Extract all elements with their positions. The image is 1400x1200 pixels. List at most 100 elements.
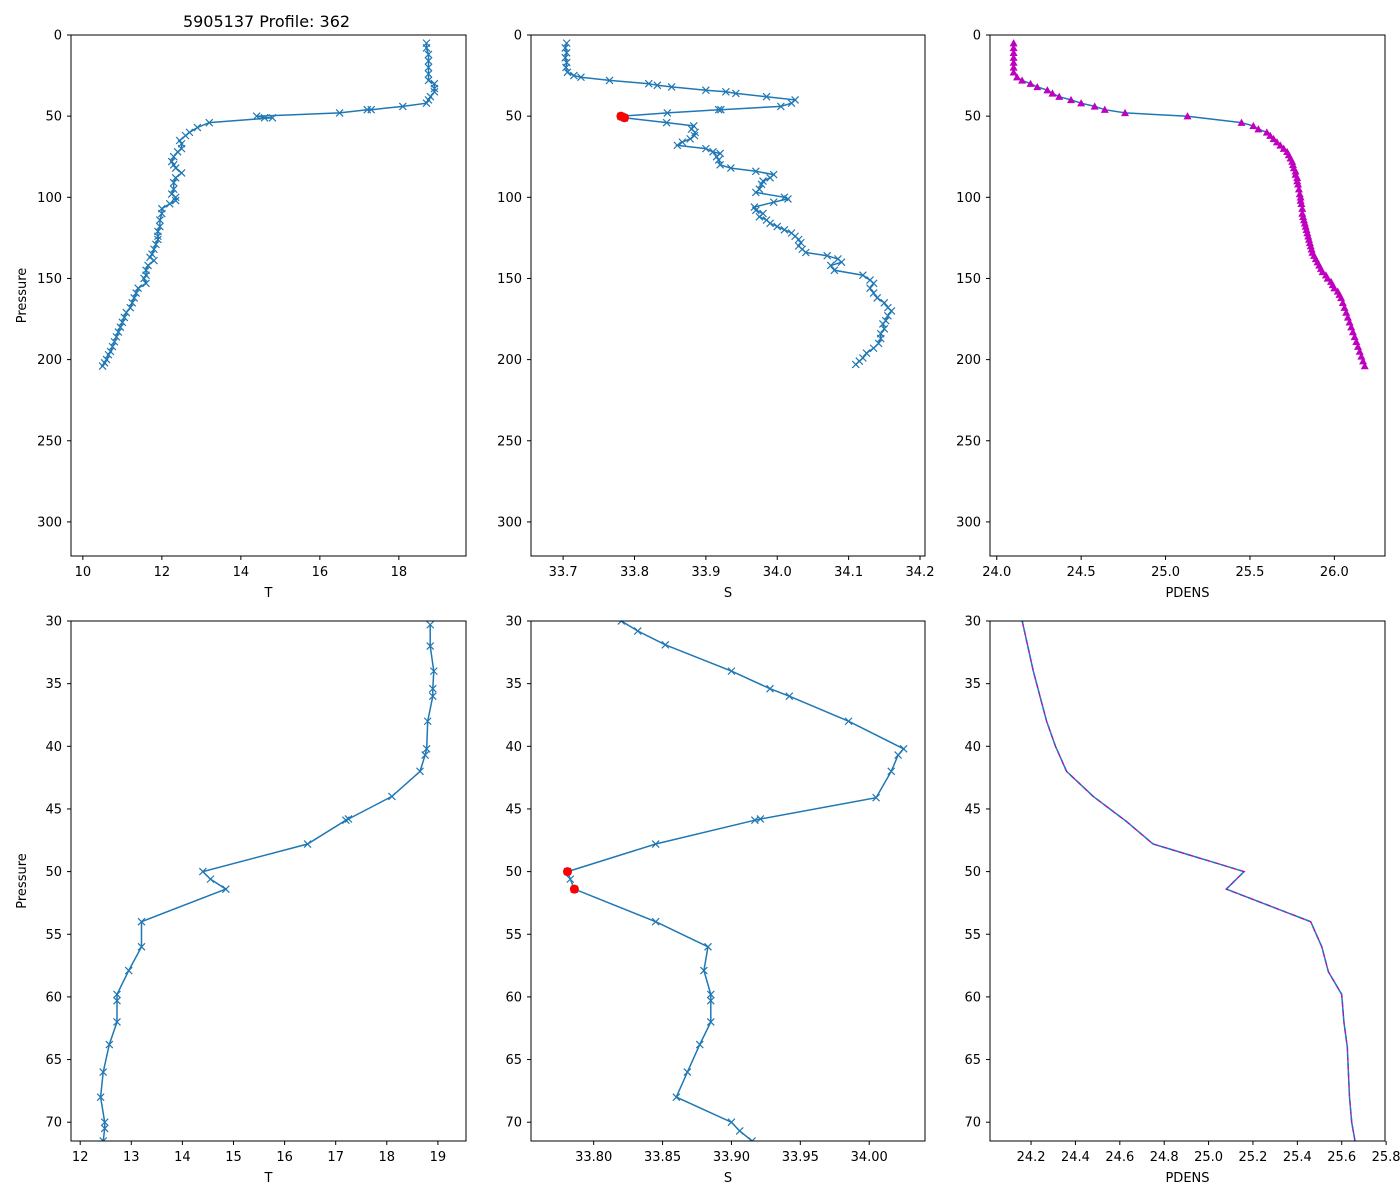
axes-frame bbox=[530, 34, 926, 557]
data-point bbox=[96, 1093, 105, 1102]
data-point bbox=[99, 1068, 108, 1077]
data-point bbox=[695, 1040, 704, 1049]
data-point bbox=[644, 79, 653, 88]
data-point bbox=[873, 294, 882, 302]
data-point bbox=[150, 256, 158, 265]
data-point bbox=[823, 251, 832, 260]
data-point bbox=[1347, 323, 1356, 331]
data-point bbox=[721, 87, 730, 96]
y-tick-label: 0 bbox=[514, 29, 522, 44]
y-tick-label: 35 bbox=[505, 677, 522, 692]
y-tick-label: 0 bbox=[54, 29, 62, 44]
data-point bbox=[1294, 180, 1303, 188]
data-point bbox=[1100, 105, 1109, 113]
data-point bbox=[116, 323, 125, 332]
y-tick-label: 300 bbox=[497, 515, 522, 530]
data-point bbox=[113, 996, 121, 1005]
y-tick-label: 50 bbox=[505, 110, 522, 125]
data-point bbox=[1297, 199, 1306, 207]
data-point bbox=[132, 289, 141, 297]
panel-bottom-temperature: 12 13 14 15 16 17 18 19 30 35 40 45 50 55 60 65 70 T Press… bbox=[15, 615, 467, 1186]
data-point bbox=[706, 990, 715, 999]
data-point bbox=[699, 966, 708, 975]
data-point bbox=[424, 76, 433, 85]
data-point bbox=[872, 793, 881, 802]
y-tick-label: 100 bbox=[37, 191, 62, 206]
data-point bbox=[678, 138, 687, 147]
plot-area bbox=[563, 621, 908, 1141]
data-point bbox=[701, 144, 710, 153]
data-point bbox=[1262, 128, 1271, 136]
x-axis-label: PDENS bbox=[1165, 586, 1209, 601]
data-point bbox=[726, 164, 735, 173]
data-point bbox=[706, 996, 715, 1005]
data-point bbox=[686, 134, 695, 143]
chart-title: 5905137 Profile: 362 bbox=[183, 12, 350, 31]
data-point bbox=[605, 76, 614, 85]
data-point bbox=[663, 108, 672, 117]
y-tick-label: 150 bbox=[37, 272, 62, 287]
data-point bbox=[1272, 138, 1281, 146]
data-point bbox=[561, 53, 570, 62]
data-point bbox=[424, 57, 433, 65]
y-axis-label: Pressure bbox=[15, 853, 30, 909]
data-point bbox=[169, 185, 178, 194]
data-point bbox=[866, 284, 874, 293]
data-point bbox=[878, 319, 887, 328]
y-tick-label: 55 bbox=[964, 928, 981, 943]
axes-frame bbox=[530, 620, 926, 1142]
x-tick-label: 18 bbox=[391, 565, 408, 580]
data-point bbox=[118, 318, 127, 327]
data-point bbox=[177, 169, 186, 177]
data-point bbox=[1353, 342, 1362, 350]
data-point bbox=[114, 328, 123, 336]
data-point bbox=[303, 840, 312, 848]
data-point bbox=[787, 99, 796, 108]
data-point bbox=[221, 885, 230, 894]
data-point bbox=[858, 271, 867, 280]
data-point bbox=[150, 245, 158, 254]
x-tick-label: 25.0 bbox=[1194, 1150, 1223, 1165]
data-point bbox=[1359, 357, 1368, 365]
data-point bbox=[1009, 68, 1018, 76]
data-point bbox=[171, 173, 180, 182]
x-tick-label: 34.00 bbox=[851, 1150, 888, 1165]
y-tick-label: 55 bbox=[505, 928, 522, 943]
data-point bbox=[769, 198, 778, 207]
data-point bbox=[672, 1093, 681, 1102]
data-point bbox=[1357, 352, 1366, 360]
data-point bbox=[260, 113, 269, 122]
x-tick-label: 33.7 bbox=[549, 565, 578, 580]
data-point bbox=[883, 311, 892, 320]
x-axis-label: PDENS bbox=[1165, 1171, 1209, 1186]
data-point bbox=[1009, 63, 1018, 71]
density-profile-dashed bbox=[1021, 621, 1356, 1141]
data-point bbox=[137, 942, 146, 951]
data-point bbox=[1269, 134, 1278, 143]
data-point bbox=[880, 298, 889, 307]
y-tick-label: 150 bbox=[497, 272, 522, 287]
y-axis-label: Pressure bbox=[15, 268, 30, 324]
data-point bbox=[869, 279, 878, 288]
y-tick-label: 60 bbox=[964, 990, 981, 1005]
data-point bbox=[126, 303, 135, 312]
data-point bbox=[651, 840, 660, 848]
series-line bbox=[1012, 43, 1366, 367]
data-point bbox=[1009, 53, 1018, 61]
data-point bbox=[157, 209, 166, 218]
data-point bbox=[104, 350, 113, 359]
data-point bbox=[748, 1137, 757, 1141]
data-point bbox=[1033, 82, 1042, 91]
data-point bbox=[424, 70, 433, 78]
x-tick-label: 10 bbox=[75, 565, 92, 580]
data-point bbox=[633, 627, 642, 635]
data-point bbox=[683, 1068, 692, 1077]
plot-area bbox=[96, 621, 438, 1141]
x-axis-label: T bbox=[264, 586, 273, 601]
y-tick-label: 40 bbox=[964, 740, 981, 755]
data-point bbox=[181, 131, 190, 140]
data-point bbox=[422, 44, 431, 52]
data-point bbox=[751, 167, 760, 176]
data-point bbox=[252, 112, 261, 121]
